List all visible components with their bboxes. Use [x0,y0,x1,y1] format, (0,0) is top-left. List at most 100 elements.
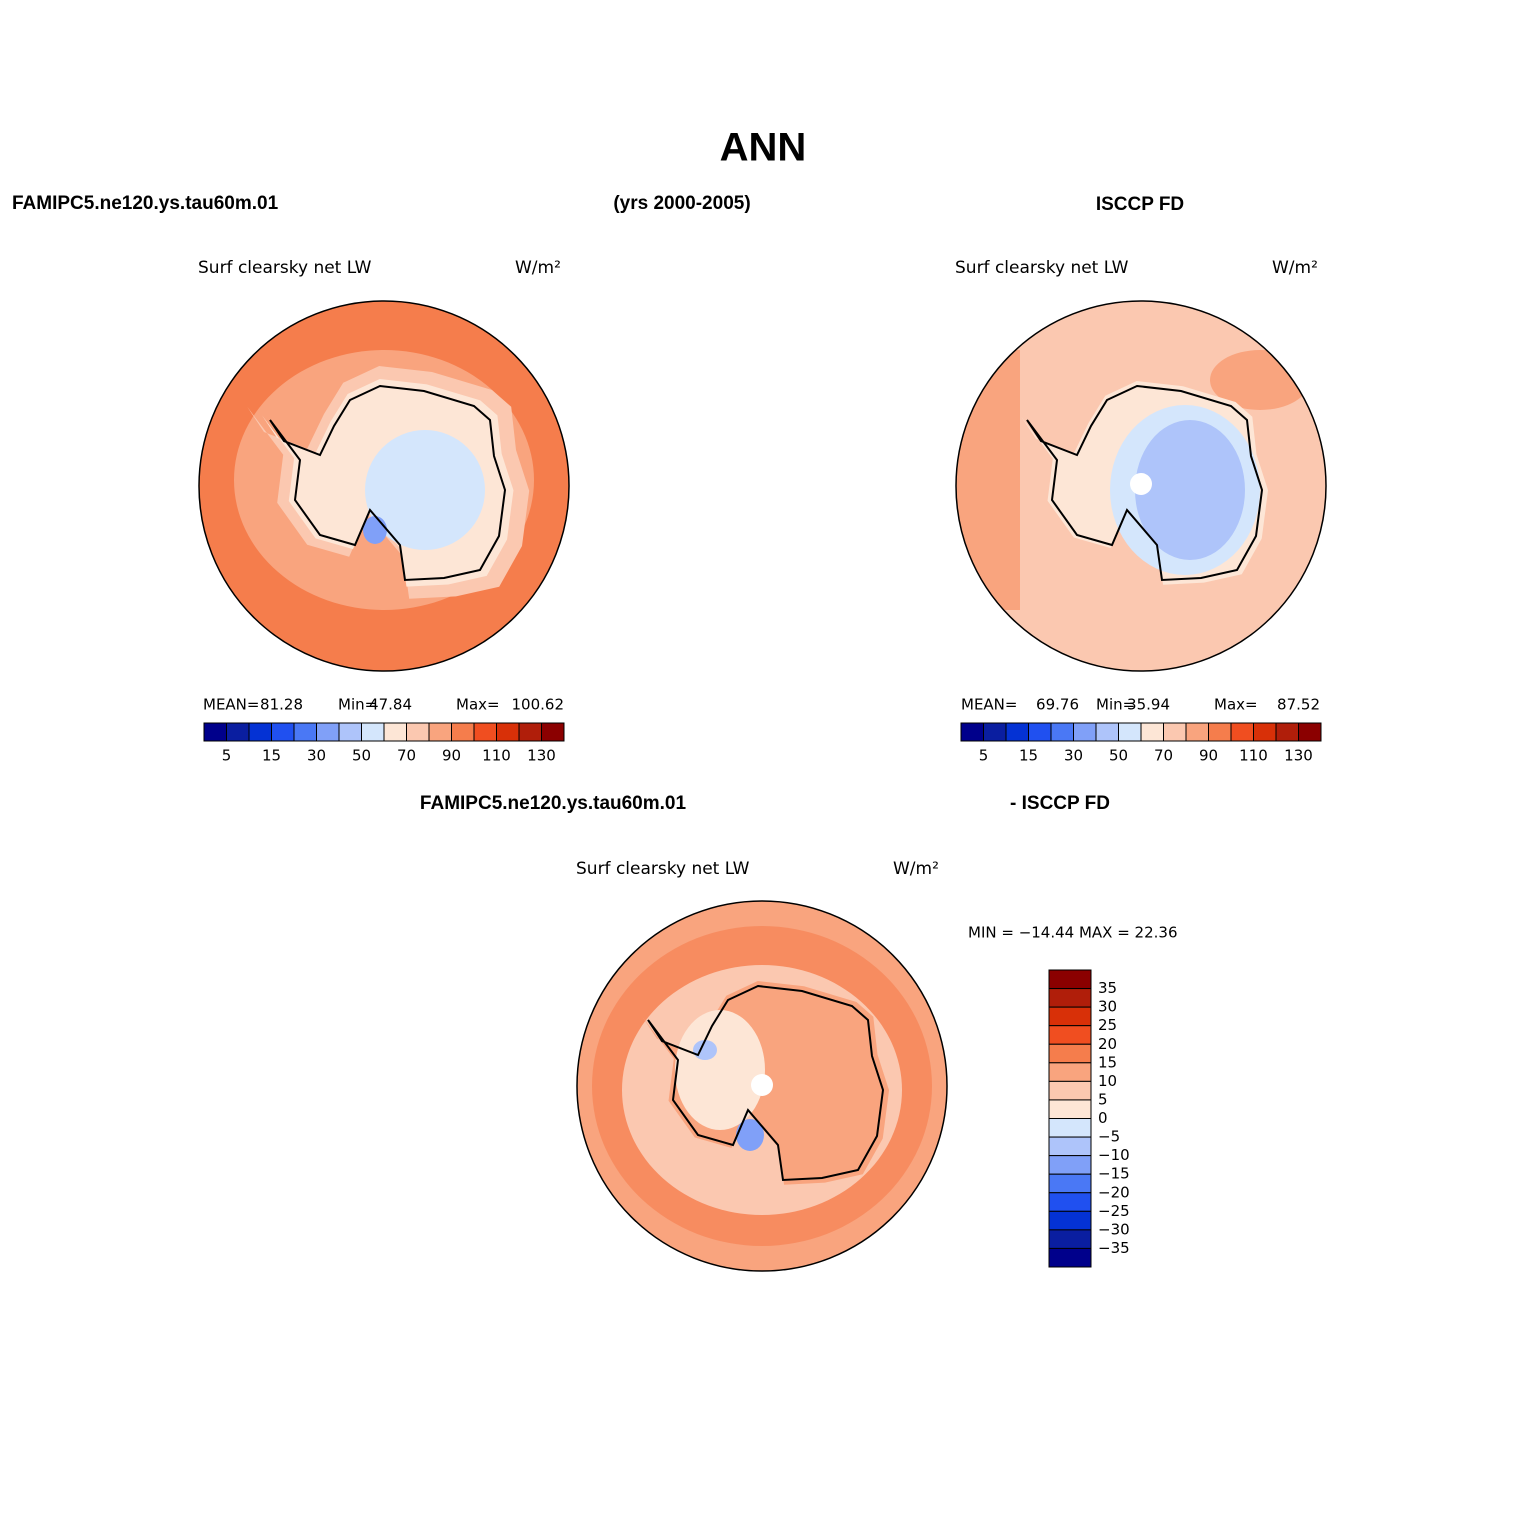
colorbar-box [1048,1173,1092,1194]
colorbar-box [1140,722,1164,742]
colorbar-label: 0 [1098,1109,1108,1127]
colorbar-box [1048,1080,1092,1101]
years: (yrs 2000-2005) [613,193,750,214]
colorbar-box [1048,1025,1092,1045]
colorbar-box [473,722,497,742]
colorbar-box [293,722,317,742]
colorbar-label: 50 [352,747,371,765]
colorbar-label: 110 [482,747,511,765]
map [199,301,569,671]
colorbar-box [1048,969,1092,990]
colorbar-label: −30 [1098,1220,1130,1238]
min-max: MIN = −14.44 MAX = 22.36 [968,924,1178,942]
colorbar-box [983,722,1007,742]
colorbar-box [248,722,272,742]
stat: Min= [1096,696,1135,714]
colorbar-box [1073,722,1097,742]
colorbar-box [1230,722,1254,742]
colorbar-box [428,722,452,742]
colorbar-label: 110 [1239,747,1268,765]
stat: 87.52 [1277,696,1320,714]
stat: 81.28 [260,696,303,714]
colorbar-box [1048,1136,1092,1157]
colorbar-box [271,722,295,742]
colorbar-box [226,722,250,742]
stat: Max= [1214,696,1258,714]
colorbar-label: −15 [1098,1165,1130,1183]
colorbar-box [1298,722,1322,742]
colorbar-box [1048,1043,1092,1064]
colorbar-box [1028,722,1052,742]
units: W/m² [893,859,939,879]
stat: 69.76 [1036,696,1079,714]
colorbar-box [1048,988,1092,1008]
colorbar-label: 5 [1098,1090,1108,1108]
title: ANN [720,126,807,170]
colorbar-label: 130 [1284,747,1313,765]
colorbar-label: 20 [1098,1035,1117,1053]
stat: 47.84 [369,696,412,714]
stat: 35.94 [1127,696,1170,714]
colorbar-box [338,722,362,742]
colorbar-box [1163,722,1187,742]
colorbar-box [1048,1247,1092,1268]
obs-name: - ISCCP FD [1010,793,1110,814]
colorbar-label: −5 [1098,1128,1120,1146]
model-name: FAMIPC5.ne120.ys.tau60m.01 [420,793,687,814]
colorbar-box [541,722,565,742]
colorbar-label: 5 [222,747,232,765]
colorbar-label: −25 [1098,1202,1130,1220]
colorbar-box [383,722,407,742]
colorbar-box [203,722,227,742]
colorbar-label: 30 [1064,747,1083,765]
variable: Surf clearsky net LW [576,859,750,879]
colorbar-box [518,722,542,742]
colorbar-label: 5 [979,747,989,765]
colorbar-label: 35 [1098,979,1117,997]
colorbar-box [1208,722,1232,742]
colorbar-box [1118,722,1142,742]
units: W/m² [1272,258,1318,278]
colorbar-label: 90 [1199,747,1218,765]
variable: Surf clearsky net LW [198,258,372,278]
colorbar-box [361,722,385,742]
colorbar-box [1095,722,1119,742]
colorbar-label: −35 [1098,1239,1130,1257]
colorbar-box [1185,722,1209,742]
colorbar-box [451,722,475,742]
colorbar-box [1253,722,1277,742]
colorbar-label: 90 [442,747,461,765]
colorbar-label: −10 [1098,1146,1130,1164]
colorbar-box [1048,1099,1092,1119]
colorbar-label: 70 [1154,747,1173,765]
colorbar-label: 15 [1098,1053,1117,1071]
map [956,301,1326,671]
map [577,901,947,1271]
colorbar-box [1048,1155,1092,1175]
obs-name: ISCCP FD [1096,194,1184,215]
colorbar-label: 15 [1019,747,1038,765]
colorbar-box [1048,1192,1092,1212]
stat: 100.62 [512,696,565,714]
stat: MEAN= [203,696,259,714]
colorbar-box [1048,1229,1092,1249]
colorbar-label: 30 [307,747,326,765]
colorbar-label: −20 [1098,1183,1130,1201]
colorbar-box [960,722,984,742]
colorbar-label: 70 [397,747,416,765]
colorbar-label: 30 [1098,998,1117,1016]
colorbar-label: 25 [1098,1016,1117,1034]
units: W/m² [515,258,561,278]
model-name: FAMIPC5.ne120.ys.tau60m.01 [12,193,279,214]
stat: Min= [338,696,377,714]
colorbar-label: 130 [527,747,556,765]
colorbar-box [1048,1118,1092,1138]
colorbar-box [316,722,340,742]
colorbar-box [1048,1210,1092,1231]
colorbar-box [1048,1062,1092,1082]
stat: Max= [456,696,500,714]
colorbar-label: 15 [262,747,281,765]
colorbar-box [1005,722,1029,742]
colorbar-box [1050,722,1074,742]
